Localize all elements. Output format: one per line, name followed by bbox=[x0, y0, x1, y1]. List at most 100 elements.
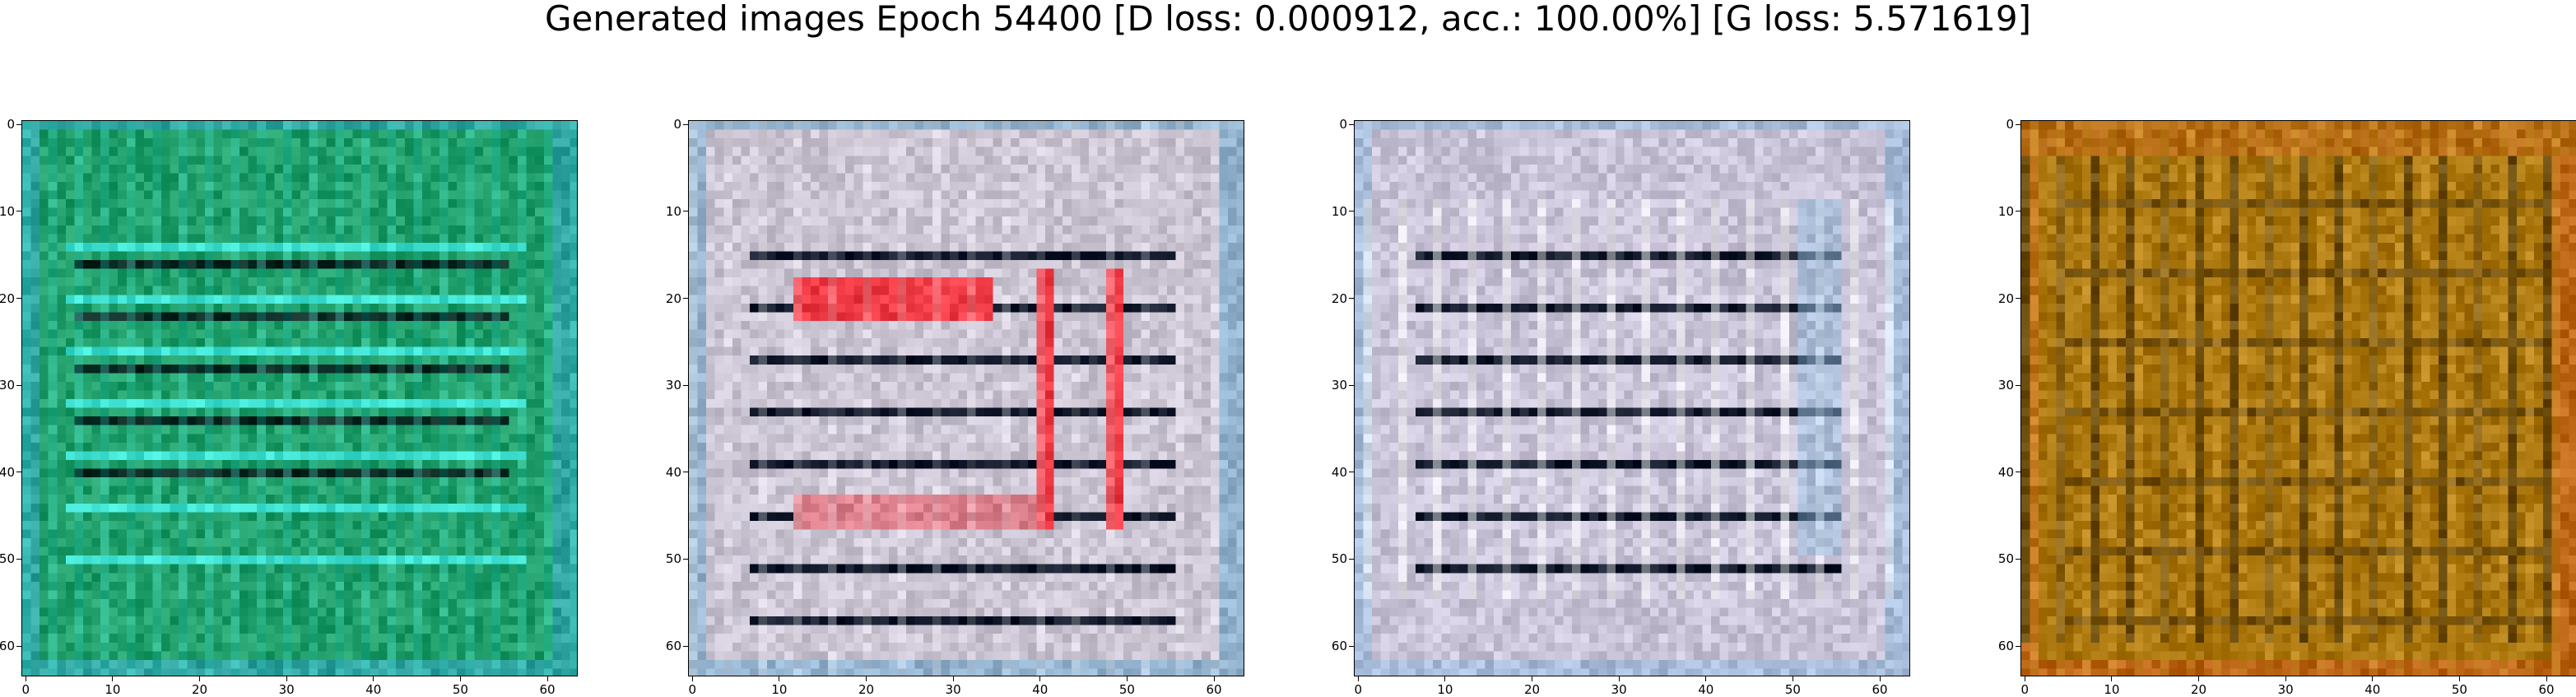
x-tick-label: 10 bbox=[763, 683, 796, 696]
y-tick-label: 0 bbox=[1321, 118, 1347, 131]
x-tick bbox=[2111, 676, 2112, 681]
x-tick-label: 10 bbox=[96, 683, 129, 696]
x-tick-label: 50 bbox=[1110, 683, 1143, 696]
y-tick-label: 50 bbox=[655, 552, 681, 565]
x-tick bbox=[286, 676, 287, 681]
y-tick bbox=[16, 559, 21, 560]
x-tick bbox=[953, 676, 954, 681]
x-tick bbox=[112, 676, 113, 681]
y-tick bbox=[2016, 559, 2020, 560]
y-tick-label: 20 bbox=[1321, 292, 1347, 305]
y-tick-label: 30 bbox=[1988, 379, 2014, 392]
y-tick-label: 20 bbox=[1988, 292, 2014, 305]
y-tick bbox=[683, 646, 688, 647]
y-tick-label: 50 bbox=[1321, 552, 1347, 565]
x-tick-label: 30 bbox=[270, 683, 303, 696]
generated-image-4 bbox=[2020, 120, 2576, 676]
x-tick-label: 50 bbox=[2443, 683, 2476, 696]
x-tick bbox=[373, 676, 374, 681]
x-tick-label: 0 bbox=[676, 683, 709, 696]
x-tick-label: 20 bbox=[2183, 683, 2216, 696]
y-tick-label: 10 bbox=[0, 205, 15, 218]
y-tick bbox=[2016, 124, 2020, 125]
x-tick-label: 40 bbox=[1690, 683, 1723, 696]
y-tick bbox=[683, 385, 688, 386]
x-tick-label: 60 bbox=[1197, 683, 1230, 696]
generated-image-3-pixels bbox=[1355, 121, 1910, 676]
y-tick bbox=[1349, 124, 1354, 125]
generated-image-2 bbox=[688, 120, 1244, 676]
x-tick-label: 20 bbox=[1516, 683, 1549, 696]
x-tick-label: 20 bbox=[184, 683, 216, 696]
x-tick bbox=[199, 676, 200, 681]
y-tick bbox=[683, 298, 688, 299]
x-tick bbox=[2198, 676, 2199, 681]
x-tick-label: 30 bbox=[1602, 683, 1635, 696]
y-tick-label: 60 bbox=[655, 639, 681, 653]
generated-image-4-pixels bbox=[2021, 121, 2576, 676]
y-tick bbox=[1349, 298, 1354, 299]
generated-image-3 bbox=[1354, 120, 1910, 676]
generated-image-1-pixels bbox=[22, 121, 578, 676]
y-tick bbox=[2016, 298, 2020, 299]
y-tick bbox=[2016, 646, 2020, 647]
y-tick-label: 20 bbox=[655, 292, 681, 305]
x-tick-label: 40 bbox=[357, 683, 390, 696]
x-tick-label: 0 bbox=[2008, 683, 2041, 696]
y-tick bbox=[683, 124, 688, 125]
y-tick-label: 10 bbox=[1988, 205, 2014, 218]
y-tick bbox=[16, 298, 21, 299]
x-tick bbox=[547, 676, 548, 681]
y-tick-label: 20 bbox=[0, 292, 15, 305]
x-tick-label: 50 bbox=[444, 683, 477, 696]
x-tick-label: 40 bbox=[2356, 683, 2389, 696]
y-tick-label: 10 bbox=[655, 205, 681, 218]
y-tick bbox=[1349, 559, 1354, 560]
x-tick-label: 40 bbox=[1024, 683, 1057, 696]
y-tick-label: 30 bbox=[0, 379, 15, 392]
generated-image-1 bbox=[21, 120, 578, 676]
x-tick bbox=[692, 676, 693, 681]
y-tick-label: 60 bbox=[1988, 639, 2014, 653]
y-tick-label: 10 bbox=[1321, 205, 1347, 218]
x-tick-label: 30 bbox=[937, 683, 969, 696]
x-tick-label: 30 bbox=[2269, 683, 2302, 696]
x-tick-label: 10 bbox=[1429, 683, 1462, 696]
y-tick bbox=[16, 646, 21, 647]
y-tick-label: 60 bbox=[1321, 639, 1347, 653]
x-tick bbox=[2285, 676, 2286, 681]
y-tick bbox=[2016, 385, 2020, 386]
y-tick-label: 0 bbox=[1988, 118, 2014, 131]
y-tick-label: 40 bbox=[655, 466, 681, 479]
y-tick bbox=[1349, 646, 1354, 647]
y-tick-label: 50 bbox=[0, 552, 15, 565]
x-tick-label: 50 bbox=[1776, 683, 1809, 696]
y-tick bbox=[16, 124, 21, 125]
y-tick-label: 40 bbox=[1321, 466, 1347, 479]
x-tick bbox=[1444, 676, 1445, 681]
x-tick-label: 0 bbox=[1341, 683, 1374, 696]
x-tick bbox=[460, 676, 461, 681]
y-tick-label: 40 bbox=[1988, 466, 2014, 479]
x-tick bbox=[2459, 676, 2460, 681]
x-tick bbox=[1619, 676, 1620, 681]
x-tick bbox=[2546, 676, 2547, 681]
figure-title: Generated images Epoch 54400 [D loss: 0.… bbox=[0, 0, 2576, 38]
y-tick bbox=[1349, 385, 1354, 386]
y-tick-label: 40 bbox=[0, 466, 15, 479]
x-tick bbox=[1127, 676, 1128, 681]
y-tick bbox=[16, 385, 21, 386]
y-tick bbox=[683, 559, 688, 560]
x-tick bbox=[866, 676, 867, 681]
x-tick bbox=[2372, 676, 2373, 681]
x-tick-label: 60 bbox=[2530, 683, 2563, 696]
y-tick-label: 0 bbox=[0, 118, 15, 131]
x-tick-label: 10 bbox=[2095, 683, 2128, 696]
x-tick-label: 0 bbox=[9, 683, 42, 696]
y-tick-label: 30 bbox=[655, 379, 681, 392]
y-tick-label: 30 bbox=[1321, 379, 1347, 392]
x-tick bbox=[1705, 676, 1706, 681]
x-tick bbox=[1039, 676, 1040, 681]
x-tick-label: 60 bbox=[1863, 683, 1896, 696]
x-tick bbox=[1880, 676, 1881, 681]
